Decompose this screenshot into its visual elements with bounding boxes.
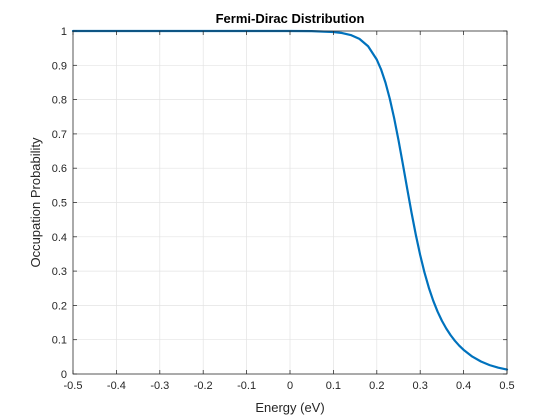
x-tick-label: 0.1 (326, 380, 341, 392)
x-tick-label: 0.5 (499, 380, 514, 392)
x-tick-label: -0.3 (150, 380, 169, 392)
y-tick-labels: 0 0.1 0.2 0.3 0.4 0.5 0.6 0.7 0.8 0.9 1 (52, 26, 67, 381)
x-tick-label: 0.4 (456, 380, 471, 392)
y-tick-label: 0.6 (52, 163, 67, 175)
x-tick-label: -0.2 (194, 380, 213, 392)
y-tick-label: 1 (61, 26, 67, 38)
x-tick-label: 0 (287, 380, 293, 392)
y-tick-label: 0.8 (52, 95, 67, 107)
y-tick-label: 0 (61, 369, 67, 381)
y-tick-label: 0.5 (52, 198, 67, 210)
y-tick-label: 0.9 (52, 60, 67, 72)
x-tick-label: 0.2 (369, 380, 384, 392)
ticks (72, 30, 508, 375)
x-tick-label: -0.4 (107, 380, 126, 392)
y-tick-label: 0.7 (52, 129, 67, 141)
x-tick-label: -0.5 (64, 380, 83, 392)
x-axis-label: Energy (eV) (255, 400, 324, 415)
y-tick-label: 0.2 (52, 300, 67, 312)
x-tick-label: -0.1 (237, 380, 256, 392)
y-tick-label: 0.4 (52, 232, 67, 244)
y-tick-label: 0.1 (52, 335, 67, 347)
y-axis-label: Occupation Probability (28, 137, 43, 268)
x-tick-labels: -0.5 -0.4 -0.3 -0.2 -0.1 0 0.1 0.2 0.3 0.4 0.5 (64, 380, 515, 392)
y-tick-label: 0.3 (52, 266, 67, 278)
x-tick-label: 0.3 (413, 380, 428, 392)
chart-title: Fermi-Dirac Distribution (216, 11, 365, 26)
